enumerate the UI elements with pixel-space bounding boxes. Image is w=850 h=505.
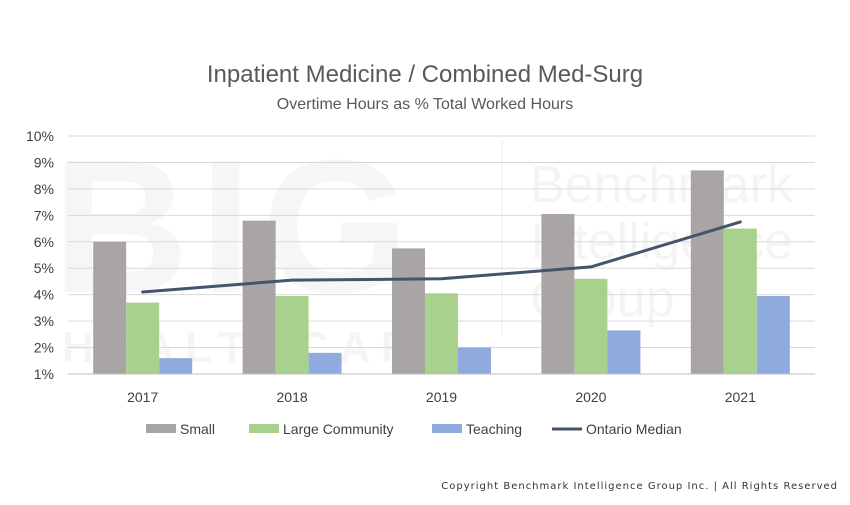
x-tick-label: 2018 — [277, 389, 308, 405]
bar-teaching — [458, 347, 491, 374]
copyright-notice: Copyright Benchmark Intelligence Group I… — [441, 481, 838, 492]
y-tick-label: 10% — [26, 128, 54, 144]
bar-small — [690, 170, 724, 374]
y-tick-label: 8% — [34, 181, 54, 197]
y-tick-label: 4% — [34, 287, 54, 303]
bar-small — [541, 214, 575, 374]
legend-swatch — [146, 424, 176, 433]
bar-small — [242, 220, 276, 374]
bar-small — [93, 241, 127, 374]
bar-teaching — [756, 295, 790, 374]
y-tick-label: 1% — [34, 366, 54, 382]
x-tick-label: 2019 — [426, 389, 457, 405]
y-tick-label: 2% — [34, 340, 54, 356]
bar-large-community — [275, 295, 309, 374]
bar-teaching — [607, 330, 641, 374]
legend-label: Ontario Median — [586, 421, 682, 437]
x-tick-label: 2021 — [725, 389, 756, 405]
y-tick-label: 6% — [34, 234, 54, 250]
bar-small — [392, 248, 425, 374]
x-tick-label: 2017 — [127, 389, 158, 405]
y-tick-label: 3% — [34, 313, 54, 329]
bar-large-community — [126, 302, 160, 374]
chart-title: Inpatient Medicine / Combined Med-Surg — [207, 61, 643, 88]
line-ontario-median — [141, 220, 742, 294]
bar-teaching — [308, 352, 342, 374]
bars — [93, 170, 790, 374]
y-tick-label: 9% — [34, 154, 54, 170]
legend-label: Small — [180, 421, 215, 437]
legend-swatch — [432, 424, 462, 433]
legend-label: Large Community — [283, 421, 394, 437]
legend-label: Teaching — [466, 421, 522, 437]
legend-swatch — [249, 424, 279, 433]
chart-subtitle: Overtime Hours as % Total Worked Hours — [277, 96, 573, 113]
watermark-line: Benchmark — [530, 156, 794, 214]
median-line — [141, 220, 742, 294]
bar-large-community — [574, 278, 608, 374]
bar-large-community — [723, 228, 757, 374]
legend: Small Large Community Teaching Ontario Medi… — [146, 421, 682, 437]
bar-large-community — [425, 293, 458, 374]
x-tick-label: 2020 — [575, 389, 606, 405]
y-tick-label: 7% — [34, 207, 54, 223]
bar-teaching — [159, 358, 193, 374]
y-tick-label: 5% — [34, 260, 54, 276]
axes: 1% 2% 3% 4% 5% 6% 7% 8% 9% 10% 2017 2018 2019 2020 202… — [26, 128, 815, 405]
